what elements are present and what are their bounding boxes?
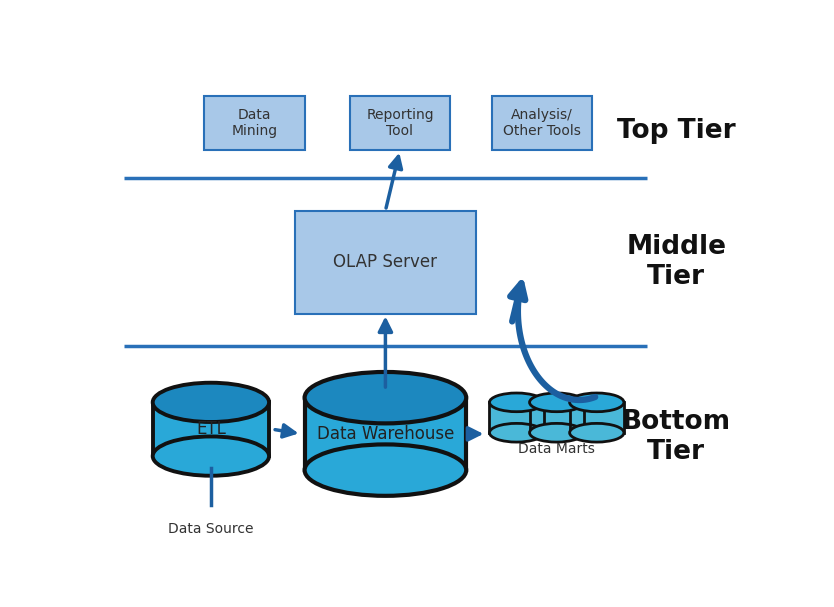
Text: OLAP Server: OLAP Server [334, 253, 437, 271]
Text: ETL: ETL [196, 420, 226, 438]
Text: Middle
Tier: Middle Tier [626, 234, 726, 290]
Text: Bottom
Tier: Bottom Tier [621, 409, 731, 466]
FancyBboxPatch shape [492, 97, 592, 150]
Polygon shape [530, 402, 584, 433]
Text: Data Source: Data Source [168, 521, 254, 535]
Ellipse shape [153, 436, 269, 476]
Polygon shape [153, 402, 269, 456]
Ellipse shape [570, 393, 624, 412]
Text: Data Marts: Data Marts [518, 442, 595, 456]
Polygon shape [490, 402, 544, 433]
Ellipse shape [490, 424, 544, 442]
Ellipse shape [530, 393, 584, 412]
Text: Data Warehouse: Data Warehouse [317, 425, 454, 443]
FancyBboxPatch shape [204, 97, 304, 150]
Ellipse shape [570, 424, 624, 442]
Ellipse shape [490, 393, 544, 412]
Text: Data
Mining: Data Mining [232, 108, 278, 138]
Polygon shape [570, 402, 624, 433]
FancyBboxPatch shape [350, 97, 450, 150]
Ellipse shape [304, 372, 466, 424]
Text: Reporting
Tool: Reporting Tool [366, 108, 434, 138]
Ellipse shape [153, 383, 269, 422]
FancyBboxPatch shape [295, 211, 476, 314]
Text: Top Tier: Top Tier [617, 118, 736, 144]
Ellipse shape [530, 424, 584, 442]
Ellipse shape [304, 444, 466, 496]
Text: Analysis/
Other Tools: Analysis/ Other Tools [503, 108, 581, 138]
Polygon shape [304, 398, 466, 470]
